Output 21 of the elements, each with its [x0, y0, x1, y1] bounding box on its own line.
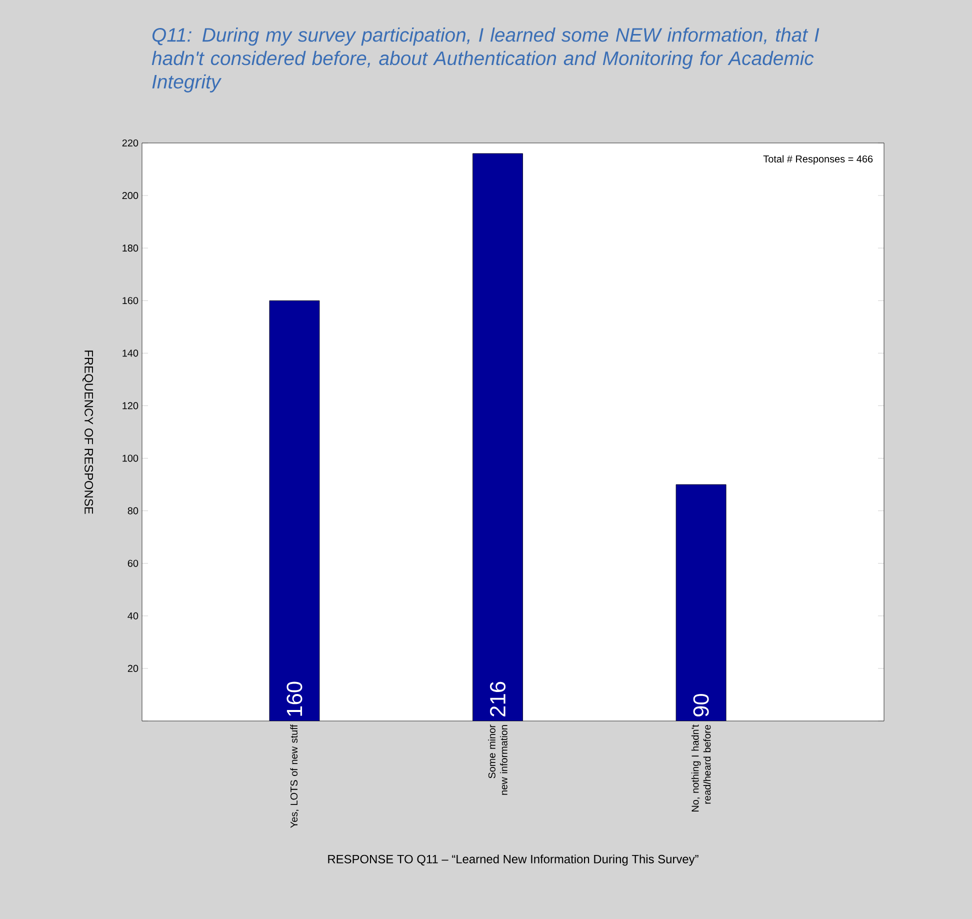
annotation: Total # Responses = 466 — [763, 155, 873, 164]
data-label: 90 — [693, 694, 709, 716]
y-tick-label: 160 — [122, 297, 138, 304]
data-label: 216 — [490, 682, 506, 716]
x-tick-label: Yes, LOTS of new stuff — [290, 724, 299, 828]
y-tick-label: 80 — [128, 507, 138, 514]
y-tick-label: 100 — [122, 454, 138, 462]
y-axis-title: FREQUENCY OF RESPONSE — [82, 350, 94, 514]
y-tick-label: 140 — [122, 350, 138, 357]
x-tick-label: Some minor new information — [488, 724, 508, 795]
y-tick-label: 40 — [128, 612, 138, 620]
y-tick-label: 180 — [122, 244, 138, 252]
x-tick-label: No, nothing I hadn't read/heard before — [691, 724, 711, 812]
chart-title: Q11: During my survey participation, I learned some NEW information, that I hadn't considered before, about Authentication and Monitoring for Academic Integrity — [152, 28, 820, 92]
y-tick-label: 200 — [122, 192, 138, 200]
data-label: 160 — [286, 682, 302, 716]
y-tick-label: 220 — [122, 139, 138, 147]
y-tick-label: 120 — [122, 402, 138, 410]
x-axis-title: RESPONSE TO Q11 – “Learned New Information During This Survey” — [328, 854, 698, 866]
y-tick-label: 20 — [128, 664, 138, 672]
y-tick-label: 60 — [128, 560, 138, 567]
